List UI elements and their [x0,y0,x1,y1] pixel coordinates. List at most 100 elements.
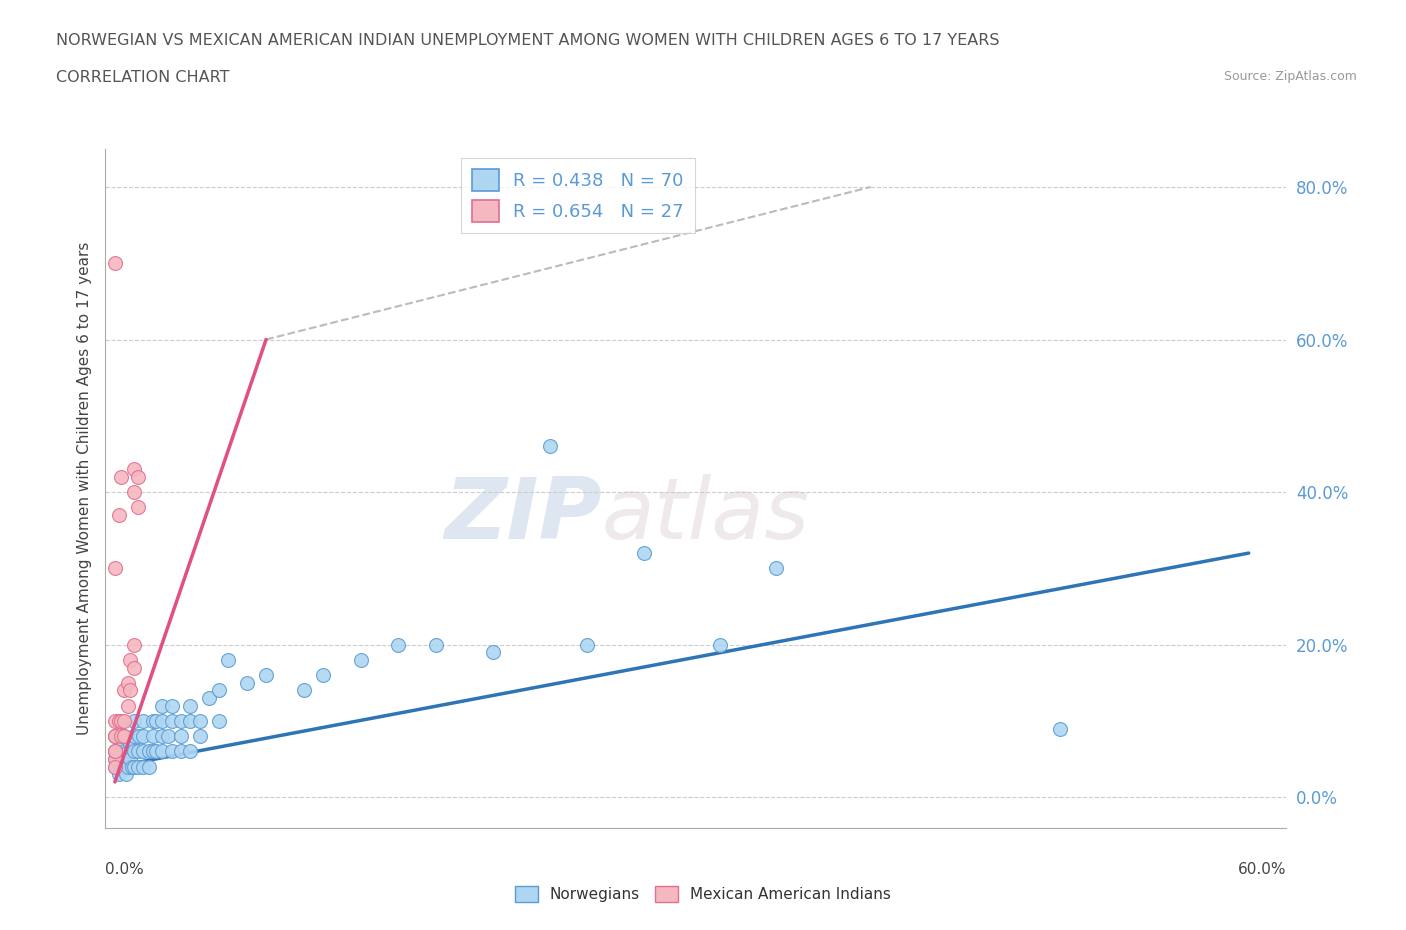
Point [387,637,409,652]
Point [709,637,731,652]
Point [179,698,201,713]
Text: ZIP: ZIP [444,474,602,557]
Point [112,744,135,759]
Point [104,713,127,728]
Point [122,713,145,728]
Point [150,729,173,744]
Point [1049,721,1071,736]
Point [107,508,129,523]
Point [122,461,145,476]
Point [112,729,135,744]
Point [118,737,141,751]
Point [188,713,211,728]
Point [104,751,127,766]
Point [217,653,239,668]
Point [349,653,371,668]
Point [104,729,127,744]
Legend: R = 0.438   N = 70, R = 0.654   N = 27: R = 0.438 N = 70, R = 0.654 N = 27 [461,158,695,232]
Point [138,759,160,774]
Point [112,729,135,744]
Point [118,653,141,668]
Point [115,767,138,782]
Point [122,637,145,652]
Point [538,439,561,454]
Point [127,470,149,485]
Point [160,744,183,759]
Point [254,668,277,683]
Point [138,744,160,759]
Point [118,751,141,766]
Point [179,713,201,728]
Point [107,713,129,728]
Point [110,470,132,485]
Point [121,759,143,774]
Point [156,729,179,744]
Point [188,729,211,744]
Point [576,637,599,652]
Point [145,744,167,759]
Point [208,713,231,728]
Point [633,546,655,561]
Point [132,744,155,759]
Point [425,637,447,652]
Point [122,485,145,499]
Point [128,729,150,744]
Point [104,744,127,759]
Point [104,759,127,774]
Text: 60.0%: 60.0% [1239,861,1286,877]
Point [150,744,173,759]
Point [104,744,127,759]
Point [104,561,127,576]
Point [104,256,127,271]
Point [179,744,201,759]
Point [312,668,335,683]
Point [122,729,145,744]
Point [150,713,173,728]
Text: 0.0%: 0.0% [105,861,145,877]
Y-axis label: Unemployment Among Women with Children Ages 6 to 17 years: Unemployment Among Women with Children A… [76,242,91,735]
Point [112,683,135,698]
Point [150,698,173,713]
Point [112,713,135,728]
Point [122,660,145,675]
Point [160,698,183,713]
Point [482,644,505,659]
Point [110,737,132,751]
Point [208,683,231,698]
Text: NORWEGIAN VS MEXICAN AMERICAN INDIAN UNEMPLOYMENT AMONG WOMEN WITH CHILDREN AGES: NORWEGIAN VS MEXICAN AMERICAN INDIAN UNE… [56,33,1000,47]
Point [145,713,167,728]
Point [127,744,149,759]
Point [104,729,127,744]
Point [104,729,127,744]
Point [104,744,127,759]
Text: Source: ZipAtlas.com: Source: ZipAtlas.com [1223,70,1357,83]
Point [160,713,183,728]
Text: atlas: atlas [602,474,810,557]
Point [117,698,139,713]
Point [110,713,132,728]
Point [117,759,139,774]
Point [132,759,155,774]
Point [110,751,132,766]
Point [107,767,129,782]
Point [117,675,139,690]
Point [132,713,155,728]
Legend: Norwegians, Mexican American Indians: Norwegians, Mexican American Indians [509,880,897,909]
Point [292,683,315,698]
Point [111,759,134,774]
Point [198,691,221,706]
Point [142,729,165,744]
Point [170,729,193,744]
Point [110,729,132,744]
Point [122,744,145,759]
Point [127,759,149,774]
Point [112,759,135,774]
Point [118,683,141,698]
Point [104,759,127,774]
Point [127,500,149,515]
Point [142,744,165,759]
Point [132,729,155,744]
Text: CORRELATION CHART: CORRELATION CHART [56,70,229,85]
Point [765,561,787,576]
Point [236,675,259,690]
